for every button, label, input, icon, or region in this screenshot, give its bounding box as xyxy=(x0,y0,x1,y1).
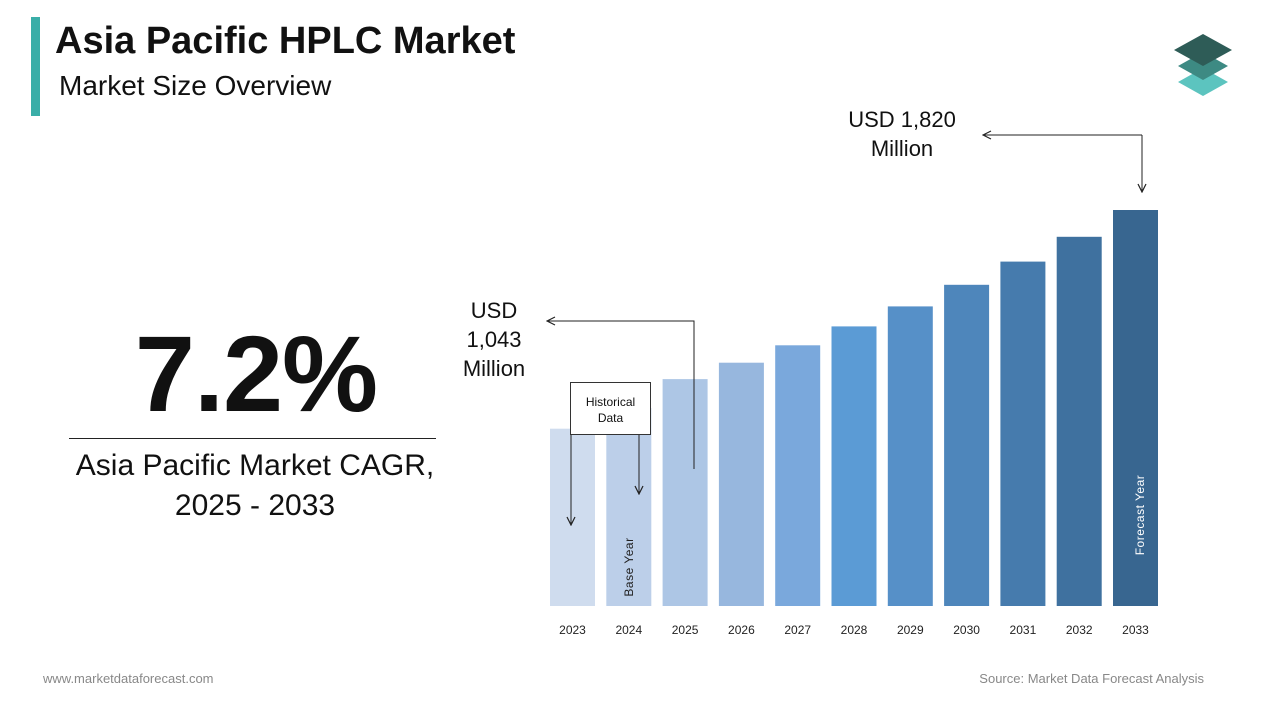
page-subtitle: Market Size Overview xyxy=(59,70,332,101)
x-tick-2025: 2025 xyxy=(672,623,699,637)
end-value-line-1: USD 1,820 xyxy=(848,107,956,132)
x-tick-2031: 2031 xyxy=(1010,623,1037,637)
footer-website: www.marketdataforecast.com xyxy=(43,671,214,686)
historical-line-1: Historical xyxy=(585,395,636,409)
logo-layer-top xyxy=(1174,34,1232,66)
bar-2033 xyxy=(1113,210,1158,606)
cagr-caption-line-1: Asia Pacific Market CAGR, xyxy=(75,449,435,482)
x-tick-2028: 2028 xyxy=(841,623,868,637)
end-value-line-2: Million xyxy=(870,136,934,161)
bar-2029 xyxy=(887,306,933,606)
title-accent-bar xyxy=(31,17,40,116)
cagr-caption-line-2: 2025 - 2033 xyxy=(174,489,336,522)
x-tick-2026: 2026 xyxy=(728,623,755,637)
bar-2026 xyxy=(718,362,764,606)
cagr-caption: Asia Pacific Market CAGR, 2025 - 2033 xyxy=(60,446,450,526)
bar-2025 xyxy=(662,379,708,606)
bar-2030 xyxy=(944,284,990,606)
bar-2031 xyxy=(1000,261,1046,606)
forecast-year-label: Forecast Year xyxy=(1133,474,1147,556)
start-value-line-1: USD xyxy=(470,298,518,323)
cagr-divider xyxy=(69,438,436,439)
bar-2028 xyxy=(831,326,877,606)
x-tick-2024: 2024 xyxy=(615,623,642,637)
bar-2027 xyxy=(775,345,821,606)
base-year-label: Base Year xyxy=(622,537,636,597)
x-tick-2033: 2033 xyxy=(1122,623,1149,637)
start-value-arrow xyxy=(547,321,695,469)
x-tick-2027: 2027 xyxy=(784,623,811,637)
end-value-label: USD 1,820 Million xyxy=(830,105,974,163)
bar-2023 xyxy=(550,428,595,606)
bar-2032 xyxy=(1056,236,1102,607)
start-value-line-2: 1,043 xyxy=(466,327,522,352)
footer-source: Source: Market Data Forecast Analysis xyxy=(979,671,1204,686)
logo-layer-bottom xyxy=(1178,68,1228,96)
stacked-layers-icon xyxy=(1174,34,1232,96)
historical-data-box: Historical Data xyxy=(570,382,651,435)
x-tick-2023: 2023 xyxy=(559,623,586,637)
page-title: Asia Pacific HPLC Market xyxy=(55,20,516,62)
cagr-value: 7.2% xyxy=(134,313,378,434)
start-value-line-3: Million xyxy=(462,356,526,381)
historical-line-2: Data xyxy=(597,411,624,425)
start-value-label: USD 1,043 Million xyxy=(452,296,536,383)
x-tick-2030: 2030 xyxy=(953,623,980,637)
x-tick-2029: 2029 xyxy=(897,623,924,637)
bar-2024 xyxy=(606,408,652,606)
x-tick-2032: 2032 xyxy=(1066,623,1093,637)
